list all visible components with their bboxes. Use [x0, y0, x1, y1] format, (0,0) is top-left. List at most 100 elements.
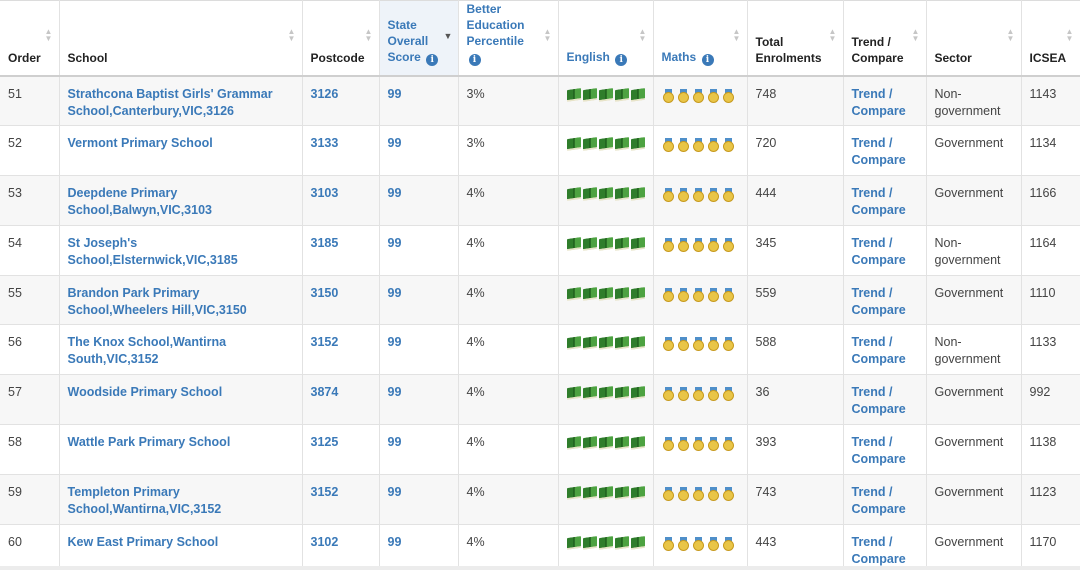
column-header-order[interactable]: Order ▲ ▼	[0, 0, 60, 77]
column-header-total[interactable]: Total Enrolments ▲ ▼	[747, 0, 844, 77]
postcode-link[interactable]: 3102	[302, 524, 380, 570]
column-header-maths[interactable]: Maths i ▲ ▼	[653, 0, 748, 77]
maths-rating-cell	[653, 275, 748, 326]
table-row: 52 Vermont Primary School 3133 99 3% 720 Trend…	[0, 125, 1080, 177]
column-header-label: ICSEA	[1030, 50, 1072, 66]
sort-icon[interactable]: ▲ ▼	[1065, 27, 1074, 43]
school-link[interactable]: Vermont Primary School	[59, 125, 303, 177]
column-header-better[interactable]: Better Education Percentile i ▲ ▼	[458, 0, 559, 77]
state-score-link[interactable]: 99	[379, 524, 459, 570]
sector-line: Government	[934, 534, 1004, 549]
state-score-link[interactable]: 99	[379, 424, 459, 475]
column-header-label-line: Total	[755, 35, 784, 49]
postcode-link[interactable]: 3152	[302, 474, 380, 525]
column-header-english[interactable]: English i ▲ ▼	[558, 0, 654, 77]
state-score-link[interactable]: 99	[379, 324, 459, 376]
state-score-link[interactable]: 99	[379, 125, 459, 177]
postcode-link[interactable]: 3103	[302, 175, 380, 226]
sort-icon[interactable]: ▲ ▼	[364, 27, 373, 43]
medal-icon	[707, 188, 720, 203]
trend-compare-link[interactable]: Trend / Compare	[843, 324, 927, 376]
school-link[interactable]: Strathcona Baptist Girls' Grammar School,…	[59, 76, 303, 127]
book-icon	[630, 236, 645, 251]
info-icon[interactable]: i	[468, 54, 481, 66]
postcode-link[interactable]: 3125	[302, 424, 380, 475]
school-link[interactable]: Brandon Park Primary School,Wheelers Hill…	[59, 275, 303, 326]
trend-compare-link[interactable]: Trend / Compare	[843, 225, 927, 276]
trend-compare-link[interactable]: Trend / Compare	[843, 474, 927, 525]
trend-compare-link[interactable]: Trend / Compare	[843, 374, 927, 426]
postcode-link[interactable]: 3126	[302, 76, 380, 127]
sort-icon[interactable]: ▲ ▼	[732, 27, 741, 43]
school-name-line: Vermont Primary School	[67, 136, 213, 151]
medal-icon	[722, 337, 735, 352]
medal-icon	[722, 138, 735, 153]
postcode-link[interactable]: 3150	[302, 275, 380, 326]
school-name-line: School,Wheelers Hill,VIC,3150	[67, 302, 247, 317]
school-link[interactable]: Deepdene Primary School,Balwyn,VIC,3103	[59, 175, 303, 226]
book-icon	[582, 236, 597, 251]
column-header-postcode[interactable]: Postcode ▲ ▼	[302, 0, 380, 77]
maths-rating	[662, 135, 739, 153]
postcode-link[interactable]: 3185	[302, 225, 380, 276]
postcode-link[interactable]: 3874	[302, 374, 380, 426]
medal-icon	[692, 89, 705, 103]
horizontal-scrollbar[interactable]	[0, 566, 1080, 570]
info-icon[interactable]: i	[426, 54, 439, 66]
percentile-cell: 4%	[458, 324, 559, 376]
school-link[interactable]: The Knox School,Wantirna South,VIC,3152	[59, 324, 303, 376]
state-score-link[interactable]: 99	[379, 76, 459, 127]
trend-compare-label-line: Trend /	[851, 186, 893, 201]
column-header-label-line: English	[566, 50, 610, 64]
sort-icon[interactable]: ▲ ▼	[543, 27, 552, 43]
book-icon	[566, 236, 581, 251]
state-score-link[interactable]: 99	[379, 175, 459, 226]
sort-icon[interactable]: ▲ ▼	[828, 27, 837, 43]
sort-icon[interactable]: ▲ ▼	[44, 27, 53, 43]
school-link[interactable]: Kew East Primary School	[59, 524, 303, 570]
trend-compare-link[interactable]: Trend / Compare	[843, 524, 927, 570]
icsea-cell: 1170	[1021, 524, 1080, 570]
school-link[interactable]: St Joseph's School,Elsternwick,VIC,3185	[59, 225, 303, 276]
sort-icon[interactable]: ▲ ▼	[638, 27, 647, 43]
state-score-link[interactable]: 99	[379, 474, 459, 525]
icsea-cell: 1110	[1021, 275, 1080, 326]
trend-compare-link[interactable]: Trend / Compare	[843, 175, 927, 226]
order-cell: 57	[0, 374, 60, 426]
trend-compare-link[interactable]: Trend / Compare	[843, 424, 927, 475]
trend-compare-link[interactable]: Trend / Compare	[843, 125, 927, 177]
state-score-link[interactable]: 99	[379, 374, 459, 426]
column-header-label: English i	[567, 49, 645, 66]
trend-compare-link[interactable]: Trend / Compare	[843, 76, 927, 127]
sort-icon[interactable]: ▲ ▼	[1006, 27, 1015, 43]
info-icon[interactable]: i	[701, 54, 714, 66]
column-header-sector[interactable]: Sector ▲ ▼	[926, 0, 1022, 77]
medal-icon	[677, 486, 690, 501]
column-header-label: Better Education Percentile i	[467, 1, 550, 66]
school-link[interactable]: Templeton Primary School,Wantirna,VIC,315…	[59, 474, 303, 525]
medal-icon	[662, 237, 675, 252]
state-score-link[interactable]: 99	[379, 225, 459, 276]
english-rating-cell	[558, 474, 654, 525]
info-icon[interactable]: i	[615, 54, 628, 66]
medal-icon	[662, 188, 675, 203]
medal-icon	[677, 188, 690, 203]
medal-icon	[707, 387, 720, 402]
school-link[interactable]: Wattle Park Primary School	[59, 424, 303, 475]
english-rating-cell	[558, 524, 654, 570]
column-header-icsea[interactable]: ICSEA ▲ ▼	[1021, 0, 1080, 77]
sort-icon[interactable]: ▲ ▼	[911, 27, 920, 43]
sort-desc-icon[interactable]: ▼	[443, 31, 453, 41]
column-header-school[interactable]: School ▲ ▼	[59, 0, 303, 77]
postcode-link[interactable]: 3152	[302, 324, 380, 376]
state-score-link[interactable]: 99	[379, 275, 459, 326]
postcode-link[interactable]: 3133	[302, 125, 380, 177]
enrolments-cell: 444	[747, 175, 844, 226]
trend-compare-link[interactable]: Trend / Compare	[843, 275, 927, 326]
sort-icon[interactable]: ▲ ▼	[287, 27, 296, 43]
column-header-trend[interactable]: Trend / Compare ▲ ▼	[843, 0, 927, 77]
medal-icon	[722, 237, 735, 252]
column-header-state[interactable]: State Overall Score i ▼	[379, 0, 459, 77]
english-rating	[566, 235, 645, 251]
school-link[interactable]: Woodside Primary School	[59, 374, 303, 426]
